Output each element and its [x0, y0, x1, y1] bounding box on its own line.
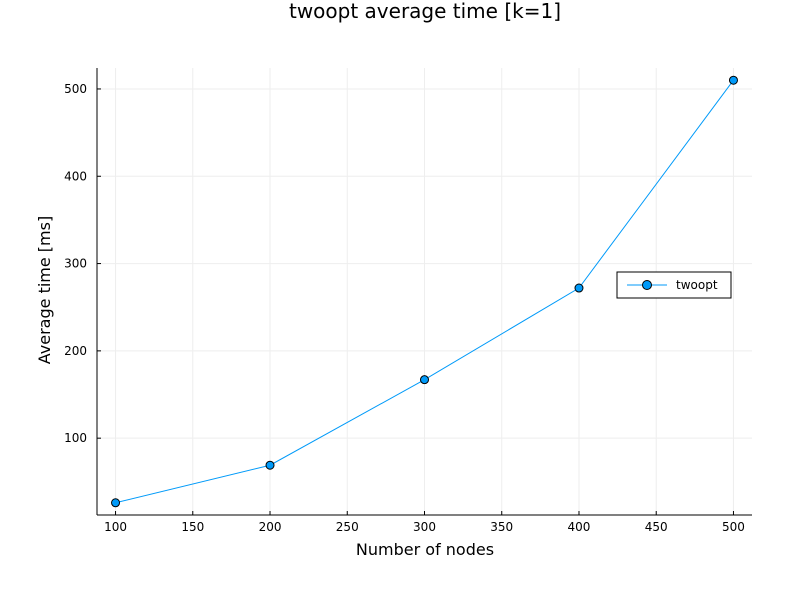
y-tick-label: 500 [64, 82, 87, 96]
x-tick-label: 100 [104, 520, 127, 534]
data-point [728, 75, 738, 85]
data-point [111, 498, 121, 508]
y-axis-label: Average time [ms] [35, 216, 54, 364]
x-tick-label: 350 [490, 520, 513, 534]
x-tick-label: 400 [568, 520, 591, 534]
x-axis-label: Number of nodes [356, 540, 494, 559]
legend: twoopt [616, 271, 732, 299]
x-tick-label: 300 [413, 520, 436, 534]
y-tick-label: 300 [64, 257, 87, 271]
x-tick-label: 200 [259, 520, 282, 534]
y-tick-label: 400 [64, 169, 87, 183]
series-layer [111, 75, 738, 508]
legend-marker [642, 280, 652, 290]
y-tick-label: 100 [64, 431, 87, 445]
x-tick-label: 150 [181, 520, 204, 534]
x-tick-label: 250 [336, 520, 359, 534]
data-point [574, 283, 584, 293]
tick-marks: 100 150 200 250 300 350 400 450 500 100 200 300 400 5… [64, 82, 745, 534]
x-tick-label: 500 [722, 520, 745, 534]
legend-label: twoopt [676, 278, 718, 292]
y-tick-label: 200 [64, 344, 87, 358]
data-point [265, 460, 275, 470]
x-tick-label: 450 [645, 520, 668, 534]
chart-title: twoopt average time [k=1] [289, 0, 561, 23]
data-point [420, 375, 429, 385]
grid-lines [97, 68, 752, 515]
